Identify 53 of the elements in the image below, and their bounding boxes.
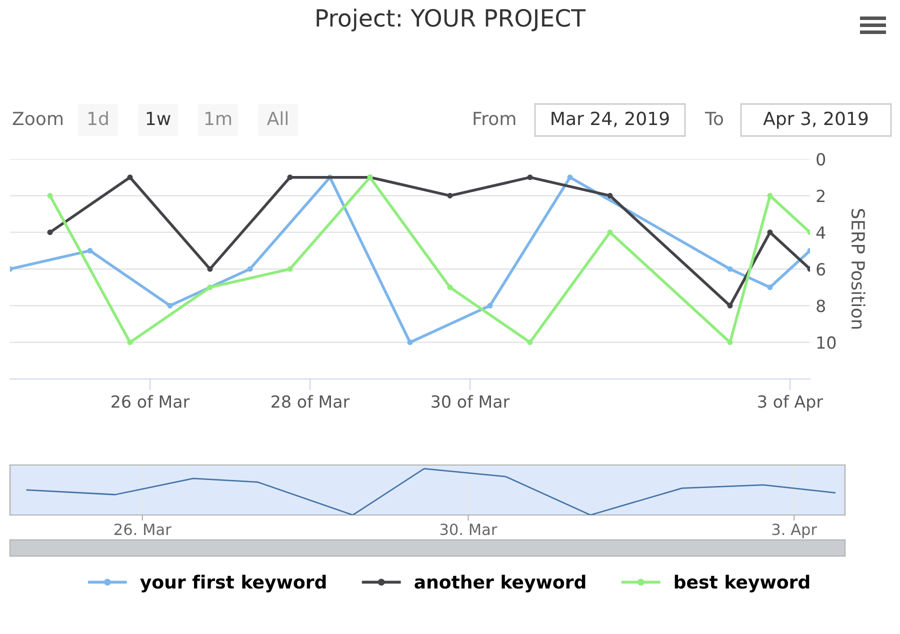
point: [127, 340, 133, 346]
point: [247, 266, 253, 272]
point: [607, 230, 613, 236]
text: Apr 3, 2019: [763, 112, 868, 129]
x-tick-label: 26 of Mar: [112, 394, 190, 408]
y-axis-title: SERP Position: [851, 209, 866, 329]
text: Mar 24, 2019: [552, 112, 669, 128]
y-tick-label: 2: [816, 190, 824, 202]
y-tick-label: 4: [816, 226, 826, 239]
point: [287, 266, 293, 272]
point: [47, 192, 53, 198]
point: [127, 174, 133, 180]
x-tick-label: 28 of Mar: [272, 394, 350, 408]
point: [447, 192, 453, 198]
point: [207, 284, 213, 290]
point: [727, 266, 733, 272]
text: 1d: [88, 111, 108, 126]
text: Zoom: [12, 112, 63, 126]
chart-title: Project: YOUR PROJECT: [316, 8, 586, 32]
point: [607, 192, 613, 198]
point: [567, 174, 573, 180]
x-tick-label: 3. Apr: [772, 524, 818, 538]
point: [767, 192, 773, 198]
x-tick-label: 26. Mar: [114, 524, 172, 536]
text: 1w: [146, 112, 170, 125]
point: [287, 174, 293, 180]
point: [527, 340, 533, 346]
point: [727, 302, 733, 308]
x-tick-label: 30 of Mar: [432, 394, 510, 408]
legend-label: your first keyword: [140, 574, 326, 592]
point: [767, 284, 773, 290]
y-tick-label: 10: [817, 336, 836, 349]
point: [47, 230, 53, 236]
point: [727, 340, 733, 346]
point: [87, 248, 93, 254]
point: [207, 266, 213, 272]
point: [527, 174, 533, 180]
point: [767, 230, 773, 236]
x-tick-label: 3 of Apr: [758, 394, 824, 412]
point: [167, 302, 173, 308]
x-tick-label: 30. Mar: [440, 524, 498, 536]
y-tick-label: 8: [816, 300, 826, 312]
point: [487, 302, 493, 308]
point: [447, 284, 453, 290]
legend-label: best keyword: [674, 574, 810, 592]
y-tick-label: 0: [816, 152, 826, 166]
text: From: [474, 112, 516, 126]
text: To: [704, 112, 724, 126]
text: All: [266, 111, 288, 125]
y-tick-label: 6: [816, 262, 826, 276]
point: [407, 340, 413, 346]
legend-label: another keyword: [414, 574, 586, 592]
text: 1m: [205, 112, 232, 125]
